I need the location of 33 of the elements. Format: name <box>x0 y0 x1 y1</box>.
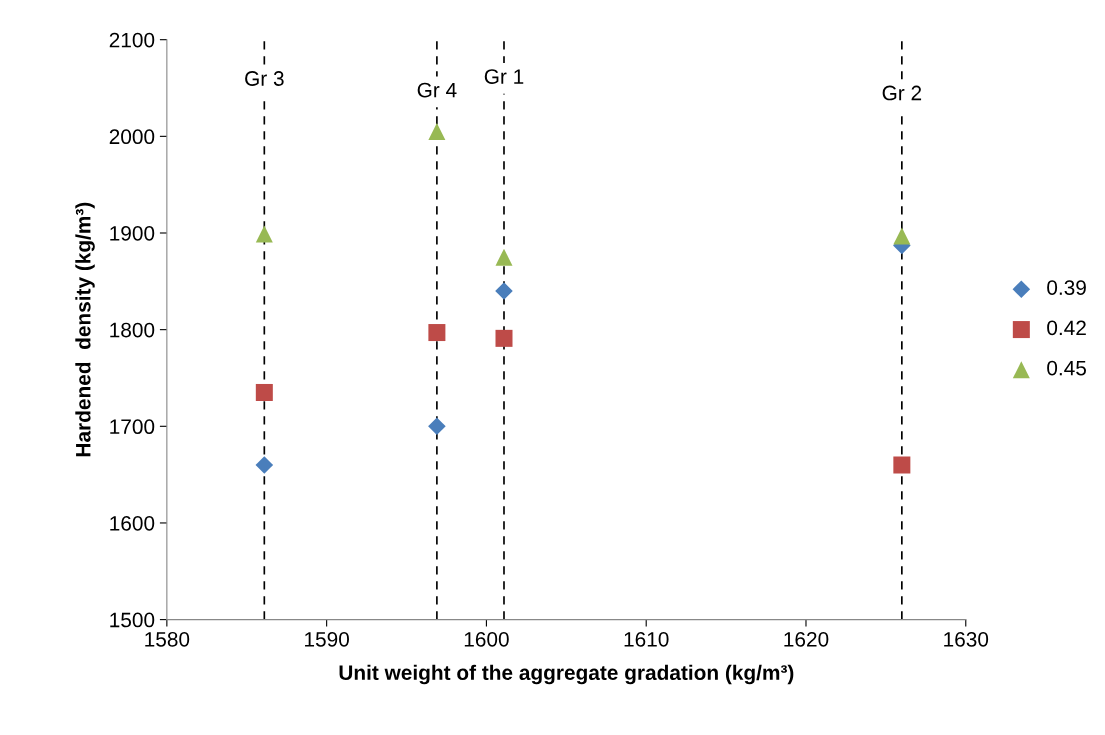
point <box>255 456 274 474</box>
x-tick-label: 1580 <box>145 631 190 647</box>
x-tick-label: 1620 <box>784 631 829 647</box>
point <box>428 123 446 141</box>
y-tick-label: 2000 <box>109 129 155 145</box>
legend-label: 0.39 <box>1047 280 1086 295</box>
point <box>428 417 446 436</box>
point <box>255 225 273 243</box>
x-tick-label: 1610 <box>624 631 669 647</box>
point <box>428 324 446 342</box>
point <box>495 248 513 266</box>
legend-label: 0.42 <box>1047 320 1086 336</box>
annotation: Gr 1 <box>484 69 524 84</box>
x-axis-title: Unit weight of the aggregate gradation (kg/m³) <box>339 664 794 685</box>
y-tick-label: 1900 <box>110 226 155 241</box>
point <box>495 282 513 300</box>
y-tick-label: 1600 <box>110 515 155 531</box>
y-axis-title: Hardened density (kg/m³) <box>75 202 95 457</box>
annotation: Gr 3 <box>245 71 284 86</box>
annotation: Gr 4 <box>417 82 457 98</box>
x-tick-label: 1600 <box>464 631 509 647</box>
x-tick-label: 1590 <box>305 631 349 647</box>
annotation: Gr 2 <box>882 85 922 101</box>
point <box>255 383 273 401</box>
point <box>893 227 911 245</box>
y-tick-label: 1500 <box>110 612 155 628</box>
y-tick-label: 1700 <box>110 419 155 435</box>
y-tick-label: 1800 <box>110 322 155 338</box>
legend-label: 0.45 <box>1047 360 1087 376</box>
x-tick-label: 1630 <box>944 631 989 647</box>
point <box>495 329 513 347</box>
y-tick-label: 2100 <box>109 32 155 48</box>
point <box>893 456 911 474</box>
